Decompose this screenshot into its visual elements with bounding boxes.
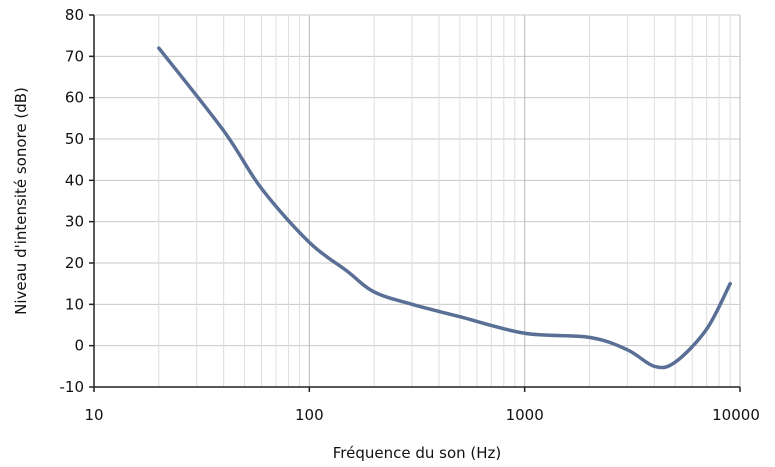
y-tick-labels: -10 0 10 20 30 40 50 60 70 80 bbox=[60, 6, 85, 396]
axes bbox=[89, 14, 741, 392]
y-tick-label: 50 bbox=[65, 130, 84, 148]
x-tick-labels: 10 100 1000 10000 bbox=[84, 406, 759, 424]
x-axis-label: Fréquence du son (Hz) bbox=[333, 444, 502, 462]
y-tick-label: 0 bbox=[74, 337, 84, 355]
y-tick-label: 70 bbox=[65, 47, 84, 65]
y-axis-label: Niveau d'intensité sonore (dB) bbox=[12, 87, 30, 315]
x-tick-label: 1000 bbox=[506, 406, 544, 424]
plot-background bbox=[94, 15, 740, 387]
y-tick-label: 30 bbox=[65, 213, 84, 231]
y-tick-label: 80 bbox=[65, 6, 84, 24]
series-group bbox=[157, 46, 732, 370]
y-tick-label: 20 bbox=[65, 254, 84, 272]
x-tick-label: 10000 bbox=[712, 406, 760, 424]
y-tick-label: 40 bbox=[65, 171, 84, 189]
y-tick-label: 10 bbox=[65, 295, 84, 313]
y-tick-label: 60 bbox=[65, 89, 84, 107]
x-tick-label: 100 bbox=[295, 406, 324, 424]
grid bbox=[93, 14, 741, 388]
y-tick-label: -10 bbox=[60, 378, 85, 396]
series-line bbox=[157, 46, 732, 370]
x-tick-label: 10 bbox=[84, 406, 103, 424]
